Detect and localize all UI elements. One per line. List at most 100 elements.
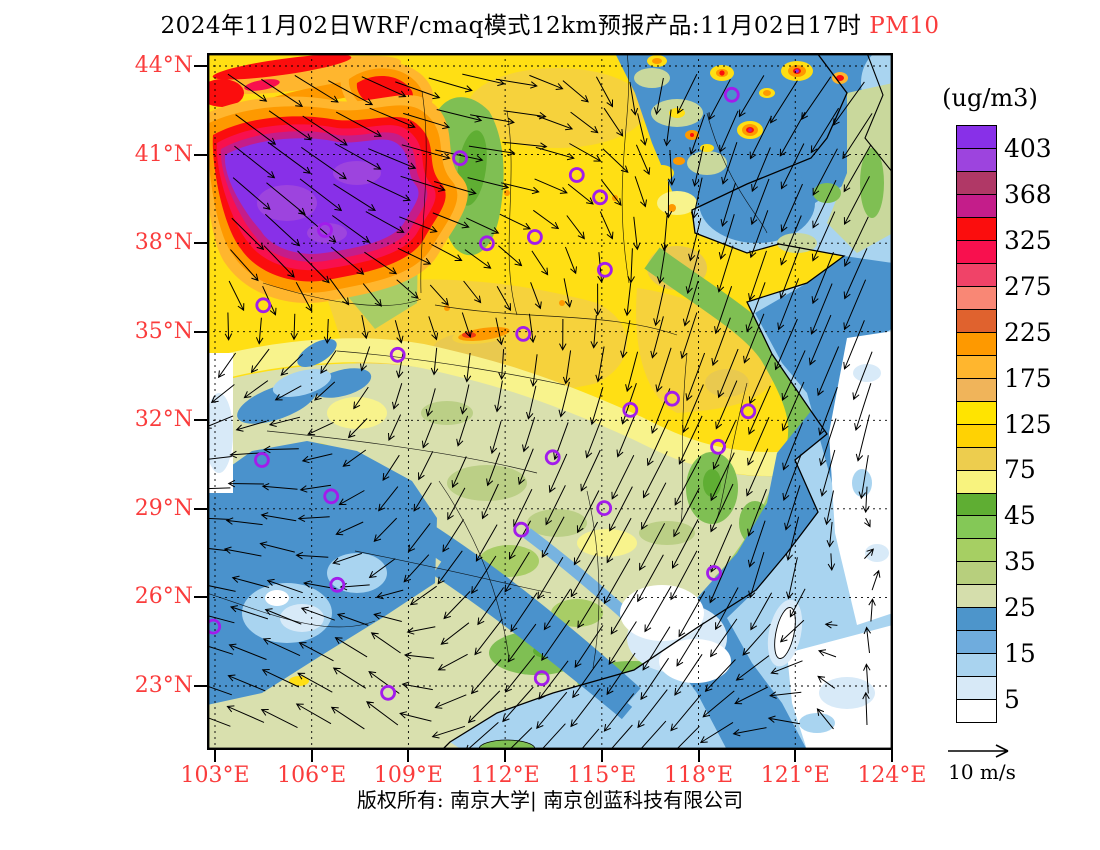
station-marker <box>664 390 681 407</box>
colorbar-segment <box>956 400 997 425</box>
colorbar-tick-label: 368 <box>1004 179 1052 209</box>
colorbar-tick-label: 175 <box>1004 363 1052 393</box>
lat-tick-mark <box>194 419 207 422</box>
map-panel <box>188 49 913 765</box>
colorbar-segment <box>956 262 997 287</box>
lat-tick-label: 26°N <box>134 584 193 610</box>
lon-tick-label: 124°E <box>857 763 927 788</box>
station-marker <box>513 521 530 538</box>
colorbar-segment <box>956 446 997 471</box>
colorbar-segment <box>956 125 997 149</box>
colorbar-segment <box>956 331 997 356</box>
colorbar-tick-label: 35 <box>1004 547 1036 577</box>
lat-tick-label: 32°N <box>134 407 193 433</box>
station-marker <box>515 325 532 342</box>
lat-tick-label: 29°N <box>134 495 193 521</box>
colorbar <box>956 125 997 724</box>
station-markers <box>205 86 757 701</box>
colorbar-segment <box>956 492 997 517</box>
colorbar-segment <box>956 285 997 310</box>
colorbar-segment <box>956 469 997 494</box>
lat-tick-label: 44°N <box>134 53 193 78</box>
colorbar-segment <box>956 147 997 172</box>
station-marker <box>389 346 406 363</box>
colorbar-tick-label: 75 <box>1004 455 1036 485</box>
lon-tick-mark <box>214 750 216 762</box>
colorbar-segment <box>956 423 997 448</box>
colorbar-tick-label: 25 <box>1004 593 1036 623</box>
lon-tick-label: 109°E <box>373 763 443 788</box>
lon-tick-label: 121°E <box>760 763 830 788</box>
colorbar-segment <box>956 630 997 655</box>
station-marker <box>255 297 272 314</box>
station-marker <box>317 222 333 238</box>
colorbar-segment <box>956 676 997 701</box>
station-marker <box>592 189 609 206</box>
colorbar-segment <box>956 216 997 241</box>
station-marker <box>596 261 613 278</box>
station-marker <box>544 449 561 466</box>
pm10-field <box>200 49 913 759</box>
lon-tick-mark <box>504 750 507 762</box>
colorbar-tick-label: 125 <box>1004 409 1052 439</box>
copyright-text: 版权所有: 南京大学| 南京创蓝科技有限公司 <box>356 788 744 812</box>
lon-tick-mark <box>310 750 313 762</box>
lon-tick-label: 112°E <box>470 763 540 788</box>
colorbar-segment <box>956 561 997 586</box>
lon-tick-label: 118°E <box>664 763 734 788</box>
station-marker <box>596 500 613 517</box>
coastline <box>441 52 894 751</box>
colorbar-tick-label: 275 <box>1004 271 1052 301</box>
colorbar-tick-label: 325 <box>1004 225 1052 255</box>
station-marker <box>706 565 722 581</box>
colorbar-segment <box>956 538 997 563</box>
wind-reference-label: 10 m/s <box>948 760 1016 784</box>
lon-tick-mark <box>407 750 410 762</box>
lon-tick-label: 115°E <box>567 763 637 788</box>
colorbar-segment <box>956 308 997 333</box>
station-marker <box>329 576 346 593</box>
title-text: 2024年11月02日WRF/cmaq模式12km预报产品:11月02日17时 <box>160 13 862 39</box>
colorbar-segment <box>956 584 997 609</box>
colorbar-segment <box>956 699 997 724</box>
station-marker <box>568 167 585 183</box>
station-marker <box>254 452 270 468</box>
station-marker <box>452 150 469 167</box>
colorbar-tick-label: 5 <box>1004 685 1020 715</box>
title-pollutant: PM10 <box>861 13 940 39</box>
colorbar-segment <box>956 239 997 264</box>
pm10-concentration-map <box>188 49 913 765</box>
station-marker <box>380 684 397 701</box>
lat-tick-mark <box>194 507 207 510</box>
page-title: 2024年11月02日WRF/cmaq模式12km预报产品:11月02日17时 … <box>0 6 1100 40</box>
colorbar-tick-label: 45 <box>1004 501 1036 531</box>
lon-tick-mark <box>890 750 893 762</box>
lat-tick-label: 41°N <box>134 141 193 167</box>
station-marker <box>622 401 639 418</box>
colorbar-segment <box>956 607 997 632</box>
northeast-hotspots <box>647 55 848 165</box>
colorbar-segment <box>956 170 997 195</box>
lat-tick-mark <box>194 242 207 245</box>
colorbar-segment <box>956 193 997 218</box>
lon-tick-label: 106°E <box>277 763 347 788</box>
lat-tick-mark <box>194 684 207 687</box>
lon-tick-label: 103°E <box>180 763 250 788</box>
map-frame <box>207 53 893 750</box>
lon-tick-mark <box>794 750 797 762</box>
lat-tick-mark <box>194 596 207 599</box>
station-marker <box>723 86 740 103</box>
lat-tick-mark <box>194 153 207 156</box>
station-marker <box>533 670 550 687</box>
station-marker <box>205 618 222 635</box>
lat-tick-label: 23°N <box>134 672 193 698</box>
station-marker <box>710 438 727 455</box>
wind-vector-arrows <box>188 73 881 765</box>
lat-tick-mark <box>194 330 207 333</box>
colorbar-tick-label: 15 <box>1004 639 1036 669</box>
colorbar-unit-label: (ug/m3) <box>942 84 1038 112</box>
station-marker <box>740 403 757 420</box>
colorbar-tick-label: 403 <box>1004 133 1052 163</box>
colorbar-segment <box>956 377 997 402</box>
